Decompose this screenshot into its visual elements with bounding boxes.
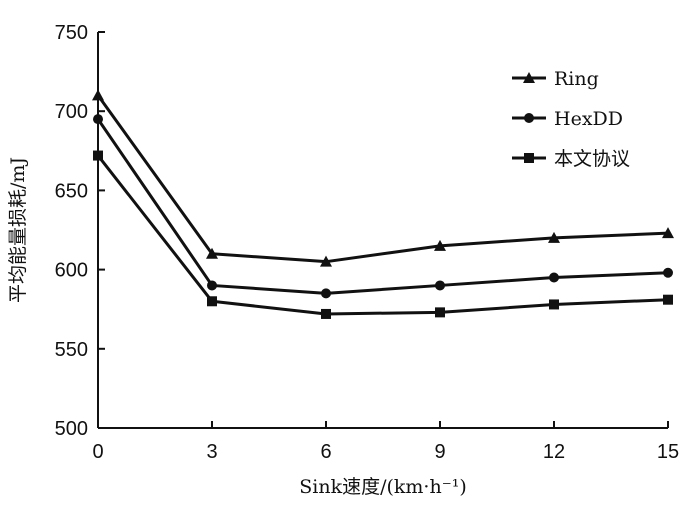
data-point-circle bbox=[207, 280, 217, 291]
legend-marker-circle bbox=[524, 113, 534, 123]
data-point-circle bbox=[93, 114, 103, 125]
series-2 bbox=[93, 114, 673, 299]
y-tick-label: 750 bbox=[55, 22, 88, 44]
x-tick-label: 0 bbox=[92, 441, 103, 463]
y-tick-label: 650 bbox=[55, 180, 88, 202]
axes bbox=[97, 32, 668, 429]
data-point-triangle bbox=[434, 239, 446, 251]
data-point-square bbox=[435, 307, 445, 318]
x-tick-label: 12 bbox=[543, 441, 565, 463]
x-tick-label: 6 bbox=[320, 441, 331, 463]
data-point-square bbox=[549, 299, 559, 310]
series-layer bbox=[92, 89, 674, 319]
y-ticks: 500 550 600 650 700 750 bbox=[55, 22, 105, 440]
series-line bbox=[96, 154, 669, 316]
legend-label: 本文协议 bbox=[554, 148, 630, 170]
series-line bbox=[96, 118, 669, 295]
legend-entry: 本文协议 bbox=[512, 148, 630, 170]
data-point-square bbox=[207, 296, 217, 307]
legend-marker-triangle bbox=[523, 72, 535, 83]
data-point-triangle bbox=[320, 255, 332, 267]
data-point-square bbox=[663, 294, 673, 305]
x-tick-label: 15 bbox=[657, 441, 679, 463]
legend-entry: HexDD bbox=[512, 108, 623, 130]
data-point-triangle bbox=[548, 231, 560, 243]
x-tick-label: 9 bbox=[434, 441, 445, 463]
data-point-circle bbox=[435, 280, 445, 291]
x-axis-title: Sink速度/(km·h⁻¹) bbox=[299, 476, 467, 498]
series-3 bbox=[93, 150, 673, 319]
data-point-triangle bbox=[206, 247, 218, 259]
series-line bbox=[96, 94, 669, 264]
data-point-square bbox=[93, 150, 103, 161]
y-axis-title: 平均能量损耗/mJ bbox=[7, 157, 29, 303]
x-tick-label: 3 bbox=[206, 441, 217, 463]
data-point-triangle bbox=[92, 89, 104, 101]
data-point-square bbox=[321, 308, 331, 319]
data-point-triangle bbox=[662, 227, 674, 239]
data-point-circle bbox=[663, 267, 673, 278]
legend-label: HexDD bbox=[554, 108, 623, 130]
x-ticks: 0 3 6 9 12 15 bbox=[92, 421, 679, 463]
y-tick-label: 700 bbox=[55, 101, 88, 123]
legend: Ring HexDD 本文协议 bbox=[512, 68, 630, 170]
legend-label: Ring bbox=[554, 68, 599, 90]
data-point-circle bbox=[549, 272, 559, 283]
series-1 bbox=[92, 89, 674, 267]
data-point-circle bbox=[321, 288, 331, 299]
y-tick-label: 550 bbox=[55, 339, 88, 361]
legend-marker-square bbox=[524, 153, 534, 163]
legend-entry: Ring bbox=[512, 68, 599, 90]
y-tick-label: 500 bbox=[55, 418, 88, 440]
y-tick-label: 600 bbox=[55, 260, 88, 282]
